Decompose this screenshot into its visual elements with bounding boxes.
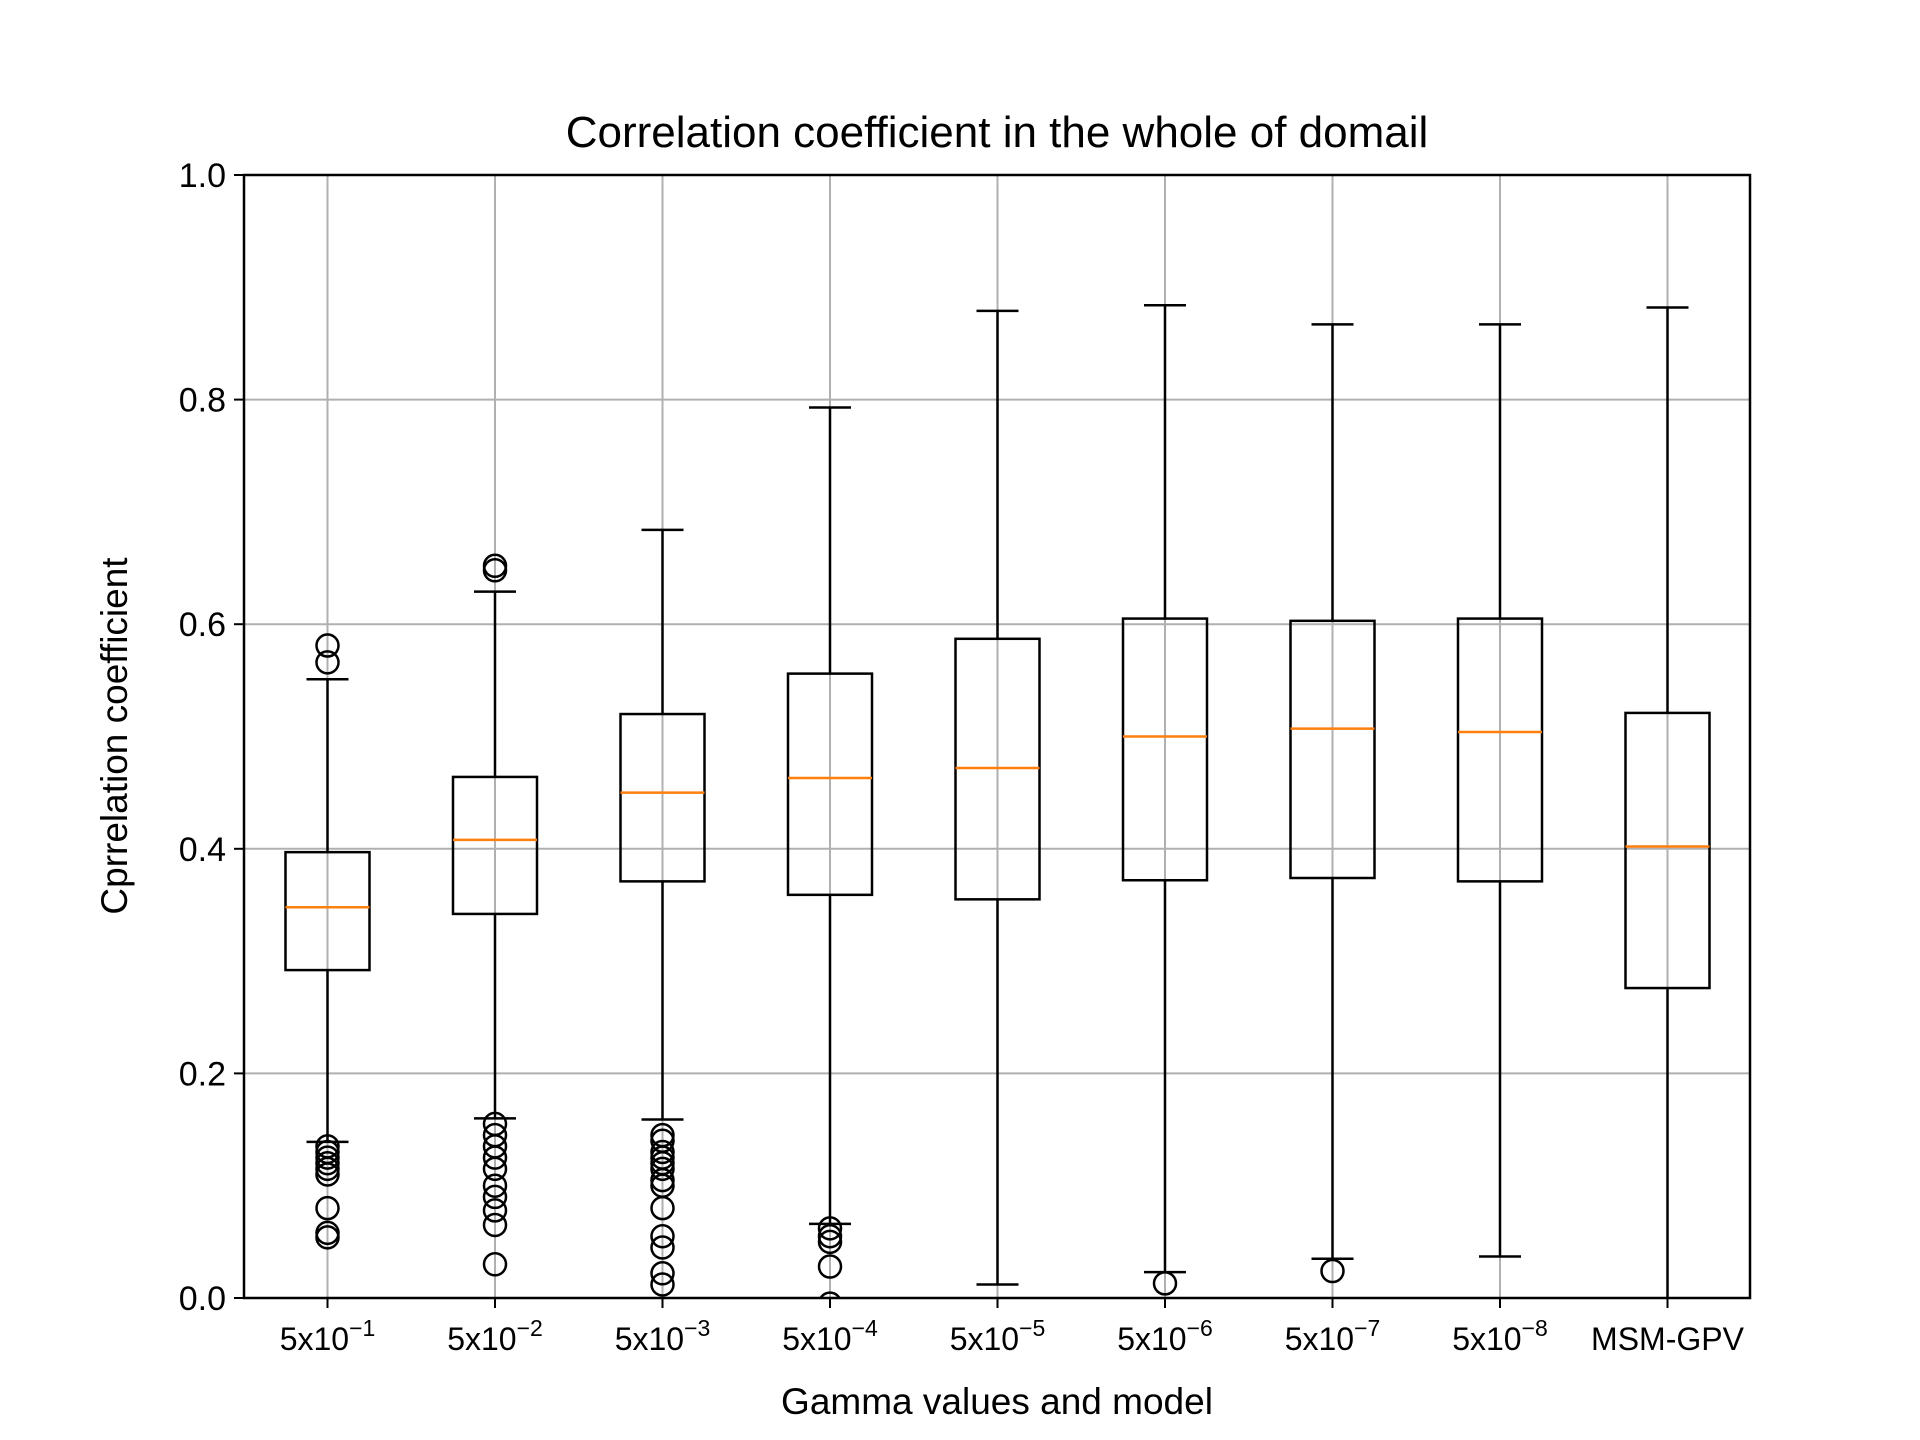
iqr-box: [1456, 617, 1544, 883]
outlier-point: [650, 1156, 675, 1182]
outlier-point: [315, 1145, 340, 1170]
x-tick-label-exponent: −2: [517, 1315, 543, 1341]
y-tick-label: 0.8: [179, 382, 226, 420]
outlier-point: [819, 1291, 841, 1298]
box-8: [1456, 323, 1544, 1258]
boxes-group: [284, 304, 1711, 1298]
x-tick-label-exponent: −1: [349, 1315, 375, 1341]
outlier-point: [315, 650, 340, 675]
iqr-box: [1624, 711, 1711, 990]
x-tick-label-base: 5x10: [1117, 1321, 1186, 1357]
iqr-box: [284, 850, 371, 972]
y-tick-label: 0.4: [179, 831, 226, 869]
outlier-point: [315, 1195, 340, 1221]
outlier-point: [482, 1198, 508, 1223]
x-tick-label-base: MSM-GPV: [1591, 1321, 1745, 1357]
x-tick-label: 5x10−2: [447, 1315, 543, 1357]
outlier-point: [650, 1223, 675, 1249]
x-tick-label-exponent: −5: [1019, 1315, 1045, 1341]
x-tick-label: 5x10−7: [1285, 1315, 1381, 1357]
x-tick-label-base: 5x10: [615, 1321, 684, 1357]
x-tick-label-base: 5x10: [950, 1321, 1019, 1357]
y-tick-label: 1.0: [179, 157, 226, 195]
y-tick-label: 0.0: [179, 1280, 226, 1318]
outlier-point: [1320, 1258, 1345, 1284]
outlier-point: [482, 558, 508, 583]
outlier-point: [650, 1272, 675, 1297]
y-tick-label: 0.6: [179, 606, 226, 644]
y-axis-ticks: 0.0 0.2 0.4 0.6 0.8 1.0: [179, 157, 244, 1318]
box-9: [1624, 306, 1711, 1298]
outlier-point: [315, 1225, 340, 1250]
box-1: [284, 633, 371, 1250]
chart-title: Correlation coefficient in the whole of …: [566, 108, 1429, 157]
x-tick-label-base: 5x10: [1285, 1321, 1354, 1357]
outlier-point: [315, 1156, 340, 1182]
iqr-box: [1121, 617, 1209, 882]
box-5: [954, 309, 1041, 1286]
outlier-point: [817, 1216, 843, 1241]
box-7: [1289, 323, 1376, 1284]
outlier-point: [650, 1195, 675, 1221]
iqr-box: [1289, 619, 1376, 880]
iqr-box: [786, 672, 874, 897]
outlier-point: [315, 1162, 340, 1187]
outlier-point: [315, 633, 340, 658]
x-tick-label-exponent: −7: [1354, 1315, 1380, 1341]
outlier-point: [482, 1173, 508, 1198]
outlier-point: [315, 1150, 340, 1176]
x-tick-label: 5x10−5: [950, 1315, 1046, 1357]
outlier-point: [482, 1156, 508, 1182]
outlier-point: [650, 1139, 675, 1165]
x-tick-label: 5x10−3: [615, 1315, 711, 1357]
x-axis-label: Gamma values and model: [781, 1381, 1213, 1422]
x-tick-label: 5x10−4: [782, 1315, 878, 1357]
x-tick-label-base: 5x10: [1452, 1321, 1521, 1357]
y-tick-label: 0.2: [179, 1055, 226, 1093]
box-3: [619, 528, 706, 1297]
outlier-point: [482, 1212, 508, 1238]
x-tick-label: MSM-GPV: [1591, 1321, 1745, 1357]
x-tick-label-exponent: −3: [684, 1315, 710, 1341]
box-6: [1121, 304, 1209, 1296]
x-tick-label-base: 5x10: [280, 1321, 349, 1357]
x-tick-label-base: 5x10: [782, 1321, 851, 1357]
box-2: [451, 553, 539, 1277]
outlier-point: [482, 1184, 508, 1210]
iqr-box: [619, 712, 706, 883]
x-tick-label: 5x10−6: [1117, 1315, 1213, 1357]
outlier-point: [482, 1252, 508, 1277]
y-axis-label: Cprrelation coefficient: [94, 557, 135, 915]
outlier-point: [482, 1145, 508, 1170]
outlier-point: [650, 1261, 675, 1286]
box-4: [786, 406, 874, 1298]
outlier-point: [817, 1254, 843, 1279]
x-tick-label: 5x10−8: [1452, 1315, 1548, 1357]
x-tick-label: 5x10−1: [280, 1315, 376, 1357]
x-tick-label-exponent: −4: [852, 1315, 878, 1341]
outlier-point: [817, 1229, 843, 1255]
outlier-point: [817, 1223, 843, 1249]
x-axis-ticks: 5x10−1 5x10−2 5x10−3 5x10−4 5x10−5 5x10−6 5x10…: [280, 1298, 1745, 1357]
outlier-point: [650, 1235, 675, 1260]
outlier-point: [650, 1167, 675, 1193]
x-tick-label-base: 5x10: [447, 1321, 516, 1357]
x-tick-label-exponent: −8: [1522, 1315, 1548, 1341]
iqr-box: [451, 775, 539, 916]
x-tick-label-exponent: −6: [1187, 1315, 1213, 1341]
outlier-point: [1152, 1271, 1178, 1296]
